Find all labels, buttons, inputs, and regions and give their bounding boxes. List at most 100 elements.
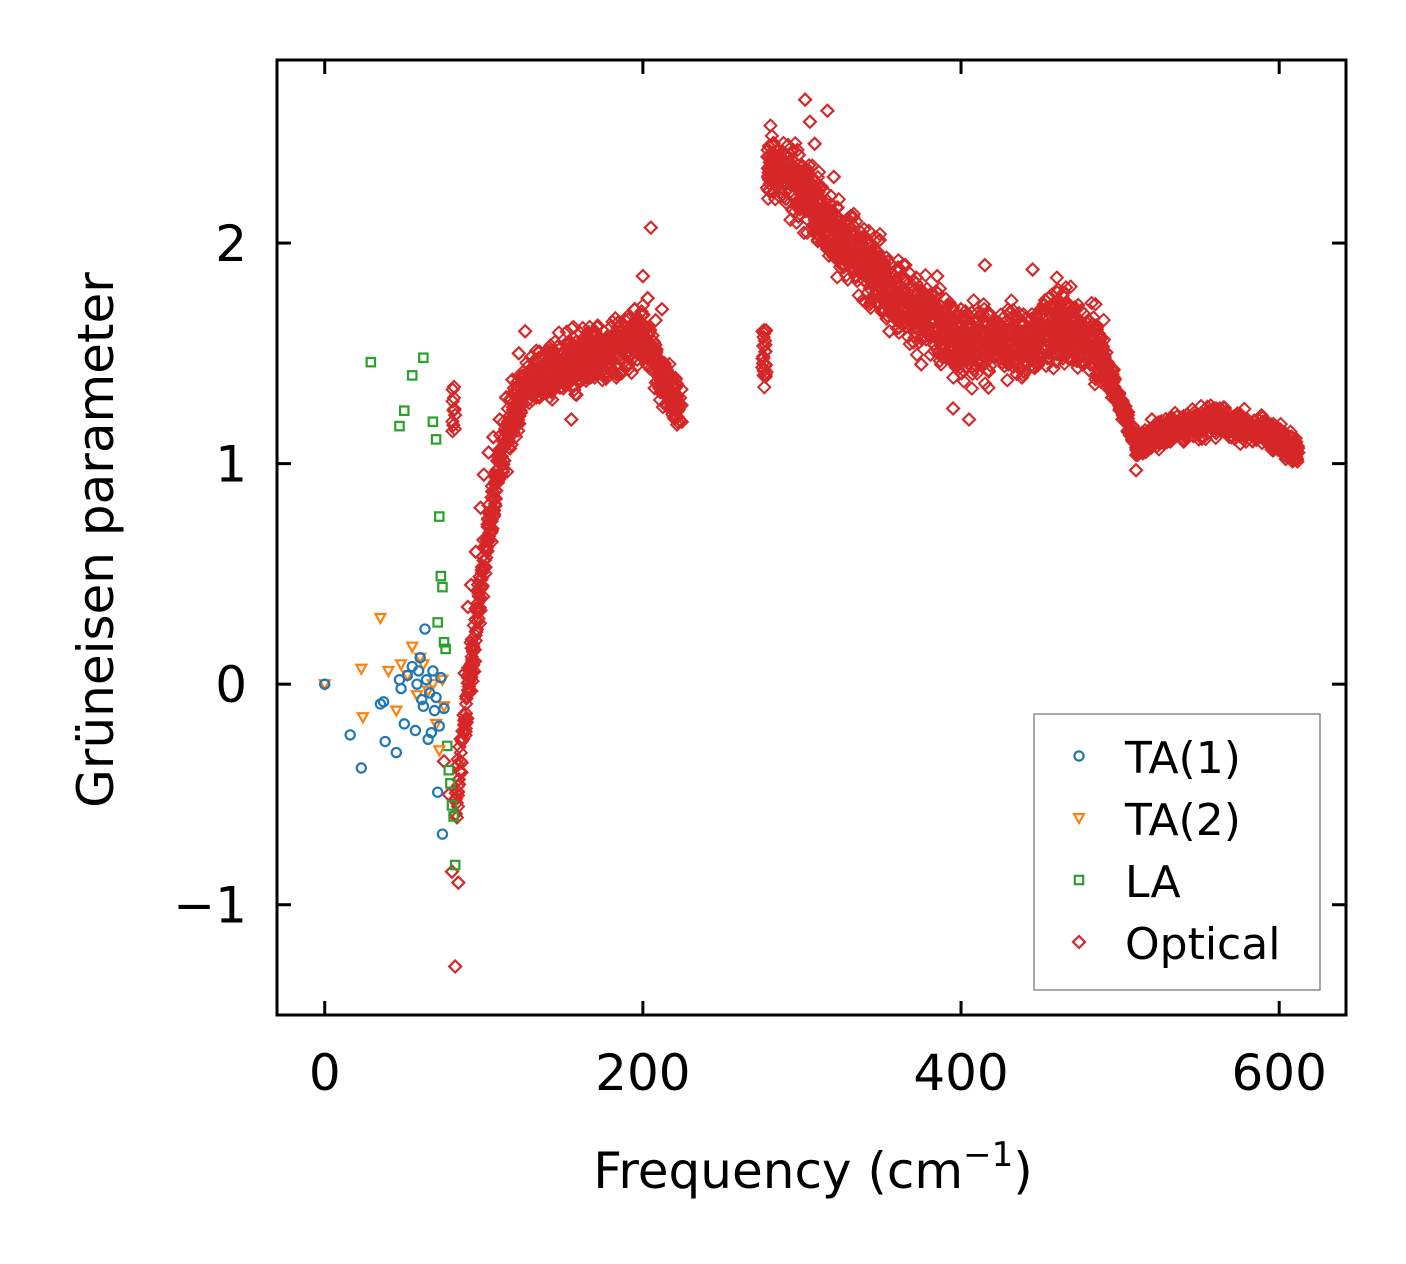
optical-cloud-point <box>969 365 985 381</box>
optical-point <box>993 345 1009 361</box>
optical-cloud-point <box>555 366 571 382</box>
optical-point <box>611 334 627 350</box>
legend-label-ta-2: TA(2) <box>1124 795 1241 846</box>
optical-point <box>1033 301 1049 317</box>
optical-cloud-point <box>653 363 669 379</box>
optical-cloud-point <box>818 209 834 225</box>
optical-cloud-point <box>940 318 956 334</box>
ta-1-point <box>379 735 391 748</box>
optical-point <box>797 92 813 108</box>
optical-cloud-point <box>960 346 976 362</box>
optical-cloud-point <box>872 273 888 289</box>
optical-cloud-point <box>1074 337 1090 353</box>
optical-cloud-point <box>982 358 998 373</box>
ta-2-point <box>394 659 408 672</box>
optical-cloud-point <box>1130 447 1146 463</box>
optical-point <box>485 429 501 445</box>
optical-cloud-point <box>1014 338 1030 354</box>
optical-cloud-point <box>549 362 565 378</box>
optical-cloud-point <box>1014 370 1030 385</box>
optical-cloud-point <box>933 357 949 372</box>
optical-cloud-point <box>963 330 979 346</box>
optical-cloud-point <box>668 380 684 396</box>
optical-cloud-point <box>1107 391 1123 407</box>
legend-marker-ta-1 <box>1073 750 1085 762</box>
optical-cloud-point <box>1169 414 1185 430</box>
optical-cloud-point <box>590 318 606 333</box>
optical-cloud-point <box>471 588 487 604</box>
optical-cloud-point <box>944 315 959 330</box>
optical-point <box>587 323 603 339</box>
optical-point <box>1001 323 1017 339</box>
optical-cloud-point <box>983 332 998 348</box>
optical-cloud-point <box>869 283 885 299</box>
optical-cloud-point <box>599 346 615 362</box>
optical-point <box>850 235 866 251</box>
optical-cloud-point <box>853 256 869 272</box>
optical-cloud-point <box>758 367 774 383</box>
la-point <box>435 570 447 582</box>
optical-cloud-point <box>481 497 496 513</box>
optical-cloud-point <box>1060 343 1076 359</box>
optical-cloud-point <box>760 191 776 207</box>
ta-2-point <box>405 641 420 654</box>
optical-cloud-point <box>559 376 575 392</box>
optical-cloud-point <box>488 491 504 507</box>
optical-point <box>1128 462 1144 478</box>
optical-cloud-point <box>1272 427 1288 443</box>
optical-cloud-point <box>1036 328 1052 344</box>
optical-cloud-point <box>480 511 496 527</box>
optical-cloud-point <box>489 453 505 469</box>
optical-cloud-point <box>1005 302 1021 318</box>
optical-cloud-point <box>851 260 867 276</box>
optical-cloud-point <box>667 375 683 391</box>
optical-point <box>640 290 656 306</box>
optical-cloud-point <box>478 559 493 575</box>
ta-1-point <box>344 729 356 741</box>
ta-2-point <box>432 745 447 758</box>
optical-cloud-point <box>458 696 474 712</box>
legend-label-la: LA <box>1125 857 1181 908</box>
optical-cloud-point <box>919 318 935 334</box>
optical-cloud-point <box>1053 337 1068 353</box>
ta-1-point <box>416 693 428 706</box>
optical-cloud-point <box>563 359 579 374</box>
optical-cloud-point <box>545 343 561 359</box>
optical-cloud-point <box>584 343 600 359</box>
optical-point <box>953 301 969 317</box>
optical-cloud-point <box>460 682 476 698</box>
legend-marker-optical <box>1071 934 1087 950</box>
optical-cloud-point <box>456 707 471 723</box>
optical-cloud-point <box>790 167 805 183</box>
optical-point <box>1279 438 1295 454</box>
optical-point <box>1080 312 1096 328</box>
optical-cloud-point <box>1165 426 1181 442</box>
y-tick-label: 1 <box>215 436 247 494</box>
optical-cloud-point <box>1185 423 1201 439</box>
optical-point <box>571 345 587 361</box>
optical-cloud-point <box>804 183 820 199</box>
optical-point <box>531 389 548 406</box>
optical-cloud-point <box>1104 375 1120 391</box>
optical-cloud-point <box>544 392 560 407</box>
optical-cloud-point <box>851 287 867 303</box>
optical-point <box>969 334 985 350</box>
optical-point <box>1290 445 1306 461</box>
optical-point <box>791 147 807 163</box>
optical-point <box>481 445 497 461</box>
optical-point <box>1120 422 1136 439</box>
la-point <box>432 617 443 628</box>
optical-point <box>937 345 953 361</box>
ta-2-point <box>354 663 369 676</box>
optical-cloud-point <box>499 425 515 441</box>
legend-marker-la <box>1073 874 1085 886</box>
ta-2-point <box>356 712 370 725</box>
optical-cloud-point <box>1011 335 1027 351</box>
optical-cloud-point <box>588 364 604 380</box>
optical-point <box>834 257 850 273</box>
ta-1-point <box>417 700 430 712</box>
optical-cloud-point <box>763 118 778 134</box>
optical-point <box>547 378 563 394</box>
optical-cloud-point <box>761 162 777 177</box>
